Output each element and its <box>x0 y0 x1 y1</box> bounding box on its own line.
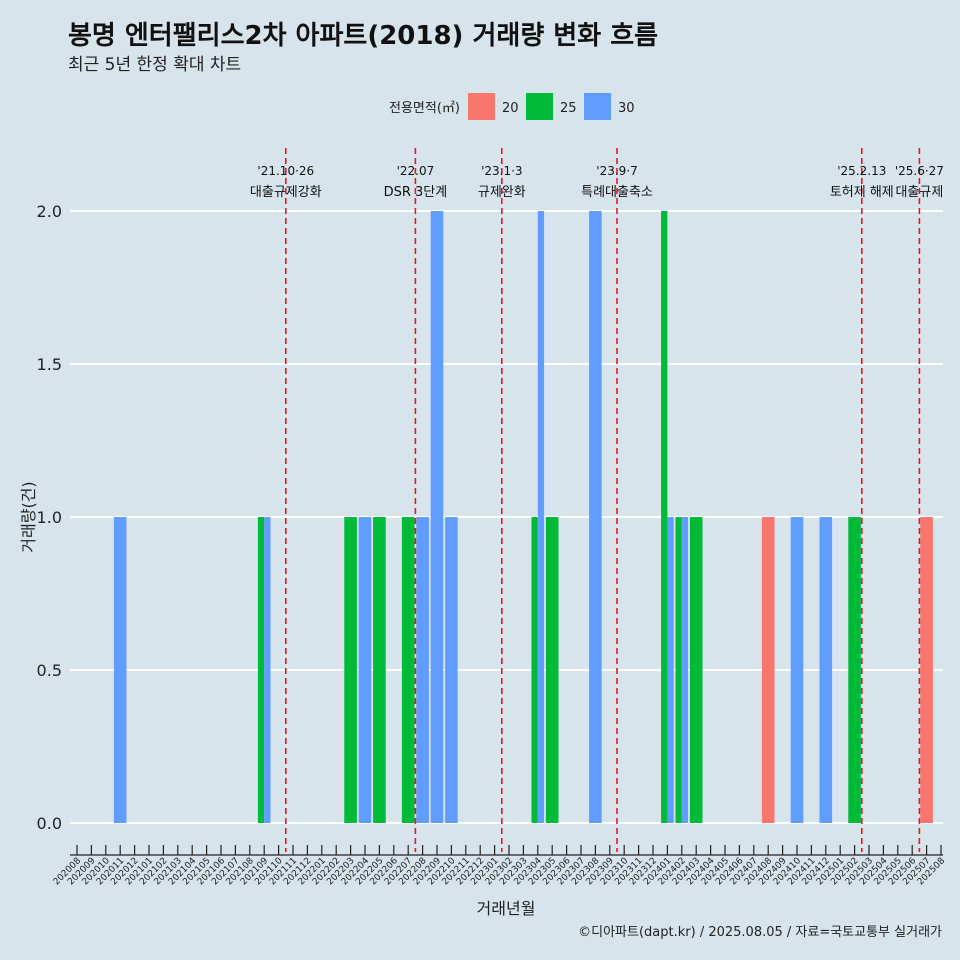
event-label: 대출규제강화 <box>250 185 322 200</box>
legend-swatch-30 <box>584 93 611 120</box>
bar-202308-30 <box>589 211 602 823</box>
event-label: 규제완화 <box>478 185 526 200</box>
event-date: '23.1·3 <box>481 164 522 178</box>
legend-label-25: 25 <box>560 101 577 116</box>
bars <box>113 211 933 823</box>
chart-title: 봉명 엔터팰리스2차 아파트(2018) 거래량 변화 흐름 <box>68 21 658 51</box>
x-axis: 2020082020092020102020112020122021012021… <box>52 845 947 887</box>
legend-swatch-20 <box>468 93 495 120</box>
bar-202011-30 <box>113 517 127 823</box>
event-date: '25.6·27 <box>895 164 944 178</box>
y-axis-title: 거래량(건) <box>19 481 38 552</box>
bar-202204-30 <box>358 517 372 823</box>
bar-202502-25 <box>848 517 861 823</box>
bar-202403-25 <box>689 517 703 823</box>
bar-202109-30 <box>264 517 271 823</box>
legend-title: 전용면적(㎡) <box>389 101 460 116</box>
event-date: '21.10·26 <box>257 164 314 178</box>
bar-202408-20 <box>761 517 775 823</box>
event-date: '22.07 <box>397 164 435 178</box>
bar-202401-25 <box>661 211 668 823</box>
bar-202208-30 <box>416 517 429 823</box>
event-label: 특례대출축소 <box>581 185 653 200</box>
y-tick-label: 2.0 <box>37 202 62 221</box>
chart-subtitle: 최근 5년 한정 확대 차트 <box>68 55 241 75</box>
y-tick-label: 0.5 <box>37 661 62 680</box>
bar-202209-30 <box>430 211 444 823</box>
bar-202305-25 <box>545 517 559 823</box>
event-label: DSR 3단계 <box>384 185 448 200</box>
bar-202412-30 <box>819 517 833 823</box>
bar-202210-30 <box>445 517 458 823</box>
x-axis-title: 거래년월 <box>477 899 536 918</box>
bar-202207-25 <box>401 517 415 823</box>
y-tick-label: 1.5 <box>37 355 62 374</box>
bar-202304-25 <box>531 517 538 823</box>
legend: 전용면적(㎡) 20 25 30 <box>389 93 635 120</box>
bar-202401-30 <box>667 517 674 823</box>
source-caption: ©디아파트(dapt.kr) / 2025.08.05 / 자료=국토교통부 실… <box>578 925 942 940</box>
event-label: 토허제 해제 <box>830 185 894 200</box>
event-label: 대출규제 <box>895 185 943 200</box>
bar-202304-30 <box>537 211 545 823</box>
event-markers: '21.10·26 대출규제강화 '22.07 DSR 3단계 '23.1·3 규제완화 '… <box>250 148 944 852</box>
y-tick-label: 1.0 <box>37 508 62 527</box>
legend-swatch-25 <box>526 93 553 120</box>
bar-202507-20 <box>920 517 933 823</box>
legend-label-20: 20 <box>502 101 519 116</box>
legend-items: 20 25 30 <box>468 93 635 120</box>
bar-202203-25 <box>344 517 357 823</box>
bar-202410-30 <box>790 517 804 823</box>
event-date: '23.9·7 <box>596 164 637 178</box>
legend-label-30: 30 <box>618 101 635 116</box>
event-date: '25.2.13 <box>837 164 886 178</box>
bar-202109-25 <box>257 517 265 823</box>
bar-202402-30 <box>681 517 689 823</box>
bar-202205-25 <box>373 517 386 823</box>
y-tick-label: 0.0 <box>37 814 62 833</box>
bar-202402-25 <box>675 517 682 823</box>
y-tick-labels: 0.0 0.5 1.0 1.5 2.0 <box>37 202 62 833</box>
gridlines <box>70 210 943 824</box>
